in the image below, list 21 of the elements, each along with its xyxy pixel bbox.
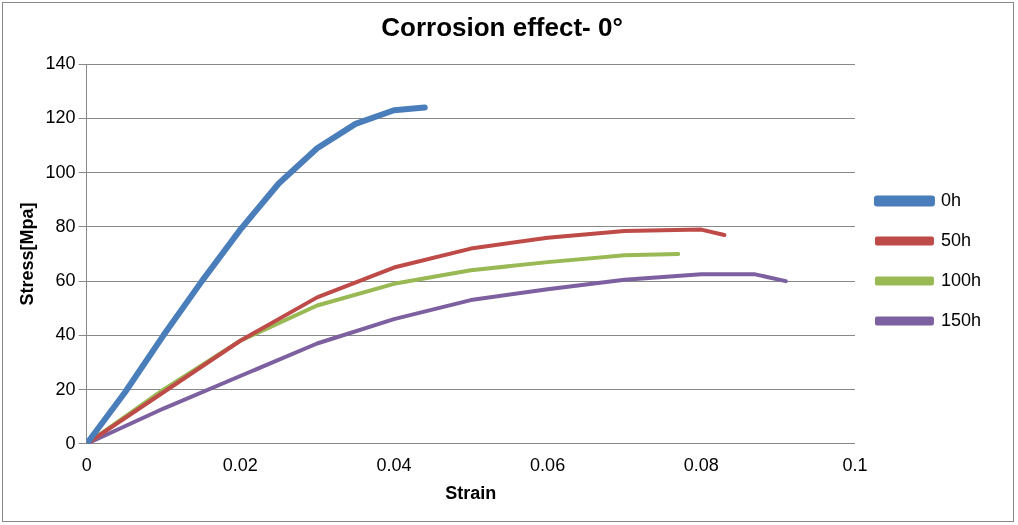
y-tick-label: 20 [55,378,76,399]
chart-title: Corrosion effect- 0° [381,11,623,42]
x-tick-label: 0.04 [376,454,412,475]
x-axis-title: Strain [445,483,497,504]
legend-label: 100h [940,269,981,290]
x-tick-label: 0.06 [530,454,566,475]
y-axis-title: Stress[Mpa] [16,202,37,306]
y-tick-label: 140 [45,53,76,74]
legend-label: 150h [940,309,981,330]
y-tick-label: 120 [45,107,76,128]
x-tick-label: 0.08 [683,454,719,475]
x-tick-label: 0.02 [222,454,258,475]
x-tick-label: 0.1 [842,454,868,475]
y-tick-label: 40 [55,324,76,345]
y-tick-label: 0 [65,432,76,453]
legend-label: 50h [940,229,971,250]
y-tick-label: 60 [55,270,76,291]
x-tick-label: 0 [81,454,92,475]
legend-label: 0h [940,189,961,210]
y-tick-label: 80 [55,215,76,236]
y-tick-label: 100 [45,161,76,182]
